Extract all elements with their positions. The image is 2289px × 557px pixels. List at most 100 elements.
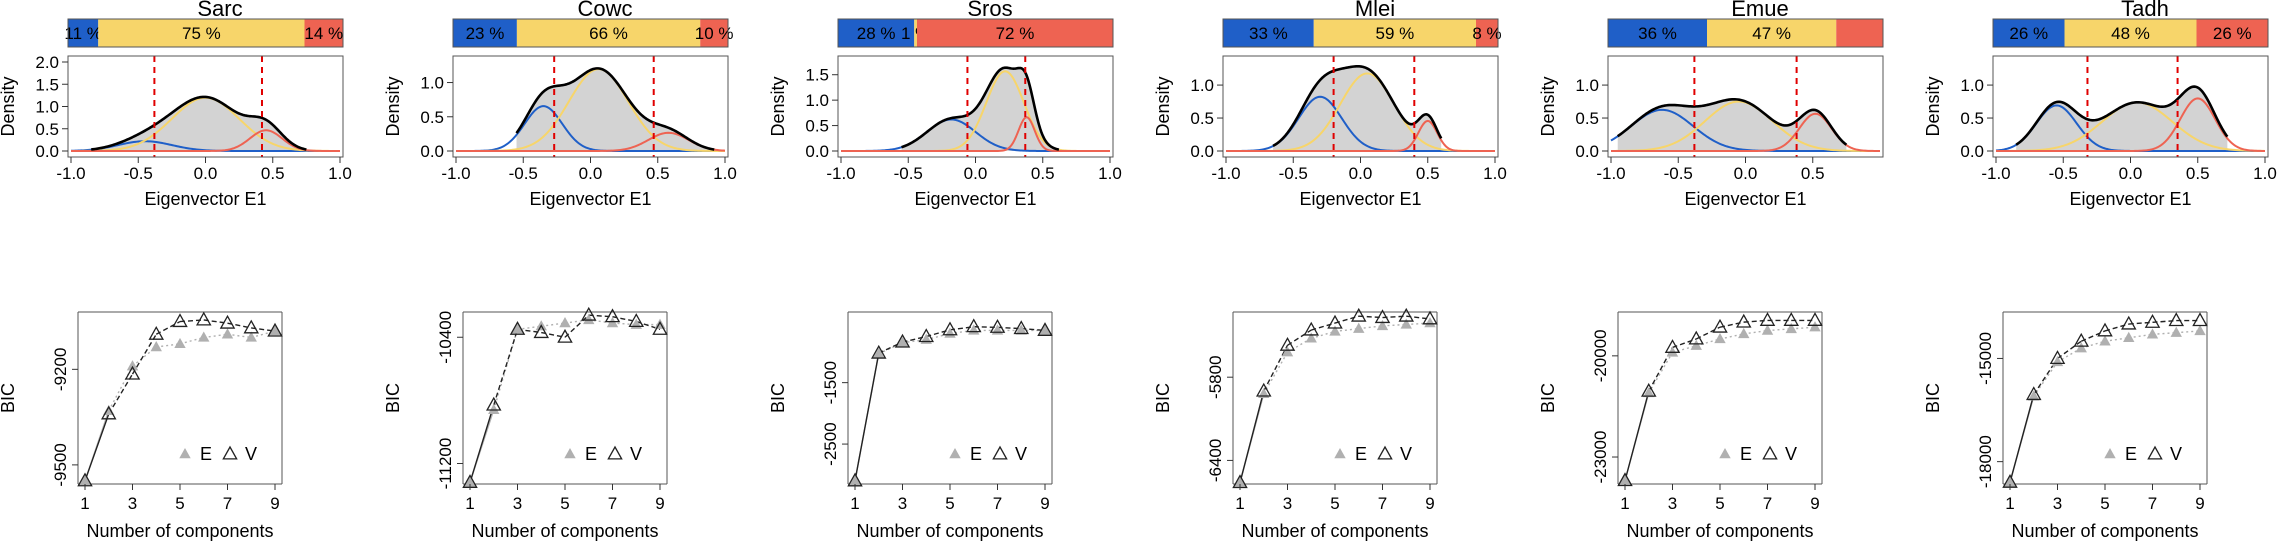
density-fill: [91, 96, 307, 151]
density-ytick-label: 1.0: [1960, 76, 1984, 95]
density-ytick-label: 0.0: [420, 142, 444, 161]
bic-v-point: [1327, 314, 1343, 329]
legend-v-marker: [992, 445, 1008, 460]
bic-v-point: [243, 319, 260, 334]
legend-v-label: V: [1785, 444, 1797, 464]
density-curve: [91, 95, 307, 151]
bic-e-point: [2075, 342, 2087, 353]
proportion-label: 72 %: [996, 24, 1035, 43]
bic-v-point: [1807, 312, 1823, 326]
proportion-segment-blue: [1223, 19, 1314, 47]
bic-v-point: [1350, 307, 1367, 322]
bic-xtick-label: 3: [898, 494, 907, 513]
legend-e-marker: [1334, 448, 1346, 459]
density-curve: [2015, 85, 2229, 146]
bic-ytick-label: -2500: [821, 422, 840, 465]
bic-e-segment: [2128, 333, 2153, 339]
legend-v-marker: [1377, 445, 1393, 460]
bic-e-point: [1281, 346, 1294, 357]
bic-xtick-label: 7: [1378, 494, 1387, 513]
density-ylabel: Density: [1538, 76, 1558, 136]
bic-xtick-label: 5: [175, 494, 184, 513]
bic-xtick-label: 3: [1668, 494, 1677, 513]
panel-title: Cowc: [577, 0, 632, 21]
density-ytick-label: 0.0: [805, 142, 829, 161]
bic-xtick-label: 9: [1040, 494, 1049, 513]
density-xtick-label: -0.5: [2049, 164, 2078, 183]
bic-v-point: [628, 313, 645, 328]
bic-ytick-label: -9500: [51, 443, 70, 486]
bic-ytick-label: -20000: [1591, 329, 1610, 382]
legend-v-marker: [222, 445, 238, 460]
density-ytick-label: 0.5: [1575, 109, 1599, 128]
bic-v-point: [2192, 312, 2208, 327]
bic-e-point: [1353, 322, 1365, 333]
legend-e-marker: [564, 448, 576, 459]
bic-v-point: [509, 321, 526, 335]
panel-cowc: Cowc 23 % 66 % 10 % -1.0 -0.5 0.0 0.5 1.0 Eigenve…: [383, 0, 737, 541]
density-ytick-label: 2.0: [35, 53, 59, 72]
bic-e-point: [511, 323, 524, 334]
proportion-label: 26 %: [2213, 24, 2252, 43]
bic-e-segment: [156, 343, 181, 348]
legend-e-marker: [2104, 448, 2116, 459]
bic-v-segment: [108, 373, 134, 415]
density-xlabel: Eigenvector E1: [1299, 189, 1421, 209]
bic-e-segment: [1382, 323, 1407, 327]
bic-e-point: [654, 318, 666, 329]
density-xtick-label: 0.0: [1349, 164, 1373, 183]
bic-v-point: [485, 396, 502, 411]
bic-e-segment: [2176, 330, 2201, 334]
bic-e-point: [1738, 327, 1750, 339]
density-xtick-label: 0.5: [2186, 164, 2210, 183]
bic-e-point: [1015, 324, 1027, 335]
density-fill: [2016, 86, 2228, 151]
bic-v-point: [1374, 309, 1391, 324]
density-xtick-label: 0.5: [1031, 164, 1055, 183]
density-xtick-label: 1.0: [2253, 164, 2277, 183]
panel-title: Sarc: [197, 0, 242, 21]
proportion-segment-red: [304, 19, 343, 47]
bic-v-point: [219, 314, 236, 329]
bic-v-segment: [1672, 338, 1697, 349]
proportion-segment-red: [1836, 19, 1883, 47]
density-ytick-label: 0.5: [1960, 109, 1984, 128]
bic-xtick-label: 3: [128, 494, 137, 513]
bic-e-segment: [949, 329, 974, 335]
component-curve-3: [71, 129, 340, 152]
proportion-label: 48 %: [2111, 24, 2150, 43]
bic-e-point: [2146, 328, 2159, 339]
bic-xtick-label: 7: [608, 494, 617, 513]
proportion-bar: 33 % 59 % 8 %: [1222, 18, 1502, 48]
proportion-segment-yellow: [516, 19, 701, 47]
density-xtick-label: 0.0: [194, 164, 218, 183]
density-ytick-label: 1.0: [805, 91, 829, 110]
bic-ylabel: BIC: [768, 383, 788, 413]
legend-e-label: E: [1355, 444, 1367, 464]
density-xtick-label: -0.5: [894, 164, 923, 183]
legend-v-label: V: [1015, 444, 1027, 464]
proportion-segment-yellow: [2064, 19, 2197, 47]
bic-e-segment: [1767, 328, 1792, 332]
bic-ytick-label: -23000: [1591, 431, 1610, 484]
panel-title: Mlei: [1355, 0, 1395, 21]
bic-v-point: [2144, 313, 2161, 328]
legend-e-label: E: [970, 444, 982, 464]
legend-e-label: E: [585, 444, 597, 464]
density-ytick-label: 0.5: [805, 117, 829, 136]
bic-ytick-label: -6400: [1206, 439, 1225, 482]
density-xlabel: Eigenvector E1: [2069, 189, 2191, 209]
bic-e-segment: [1263, 351, 1289, 395]
panel-sarc: Sarc 11 % 75 % 14 % -1.0 -0.5 0.0 0.5 1.0 Eigenve…: [0, 0, 352, 541]
bic-e-point: [1234, 476, 1246, 487]
bic-v-point: [267, 322, 283, 337]
bic-ylabel: BIC: [1538, 383, 1558, 413]
bic-v-point: [172, 313, 188, 328]
density-ytick-label: 0.0: [1190, 142, 1214, 161]
bic-e-segment: [612, 322, 637, 326]
bic-v-point: [1664, 339, 1681, 353]
bic-e-point: [2123, 331, 2135, 342]
bic-v-point: [1688, 330, 1705, 345]
